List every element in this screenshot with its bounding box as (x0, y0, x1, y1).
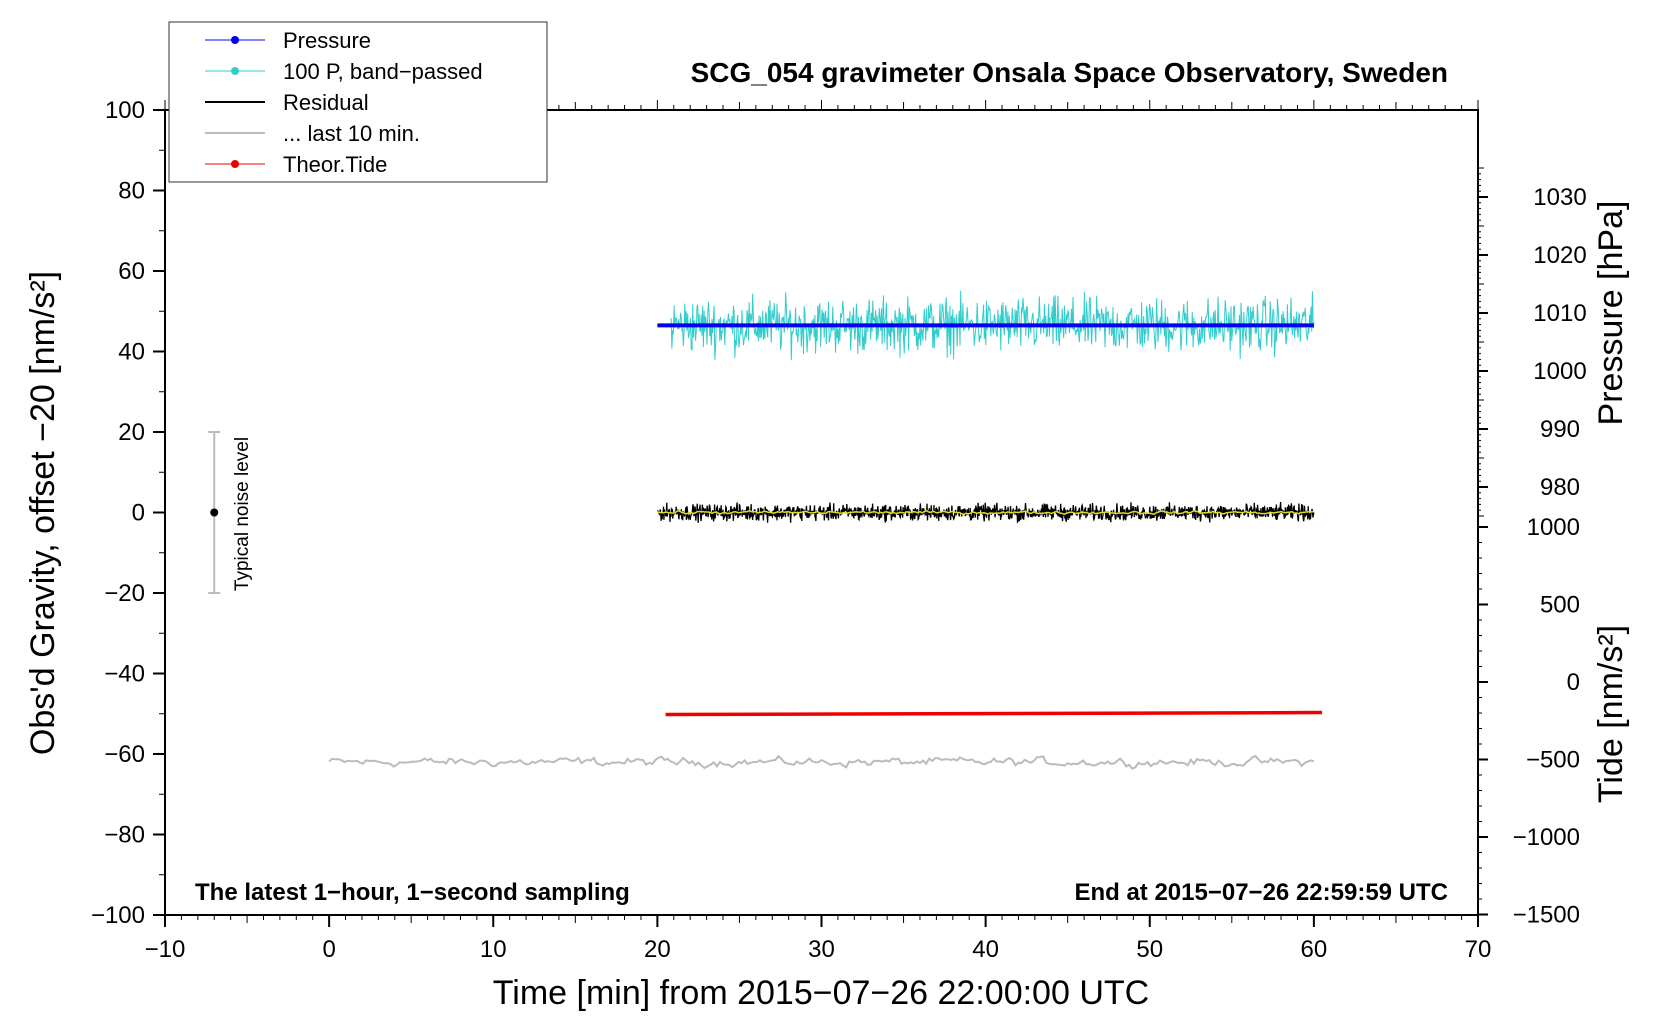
y-tick-label: −100 (91, 902, 145, 929)
series-residual-line (656, 501, 1315, 524)
pressure-tick-label: 980 (1540, 474, 1580, 501)
pressure-tick-label: 1010 (1533, 300, 1586, 327)
pressure-axis-title: Pressure [hPa] (1592, 201, 1630, 426)
x-tick-label: 10 (480, 936, 507, 963)
noise-label: Typical noise level (232, 437, 253, 591)
x-tick-label: 50 (1136, 936, 1163, 963)
series-layer (328, 290, 1323, 770)
y-tick-label: −40 (104, 661, 145, 688)
series-last10-line (328, 754, 1315, 770)
x-tick-label: 30 (808, 936, 835, 963)
x-axis-title: Time [min] from 2015−07−26 22:00:00 UTC (493, 974, 1149, 1012)
y-tick-label: −20 (104, 580, 145, 607)
tide-tick-label: −500 (1526, 747, 1580, 774)
annotation-right: End at 2015−07−26 22:59:59 UTC (1074, 879, 1448, 906)
y-tick-label: −80 (104, 822, 145, 849)
x-tick-label: 0 (322, 936, 335, 963)
legend-label-last10: ... last 10 min. (283, 121, 420, 146)
pressure-tick-label: 1030 (1533, 184, 1586, 211)
legend-item-pressure: Pressure (205, 28, 371, 53)
tide-tick-label: 500 (1540, 592, 1580, 619)
y-tick-label: 0 (132, 500, 145, 527)
y-tick-label: −60 (104, 741, 145, 768)
x-tick-label: −10 (145, 936, 186, 963)
tide-tick-label: −1000 (1513, 824, 1580, 851)
series-residual-smoothed-line (657, 509, 1315, 516)
tide-axis: 1000 500 0 −500 −1000 −1500 (1478, 514, 1580, 929)
chart-title: SCG_054 gravimeter Onsala Space Observat… (691, 57, 1448, 88)
legend-label-tide: Theor.Tide (283, 152, 387, 177)
tide-axis-title: Tide [nm/s²] (1592, 625, 1630, 803)
x-tick-label: 60 (1301, 936, 1328, 963)
x-tick-label: 20 (644, 936, 671, 963)
legend-item-bandpassed: 100 P, band−passed (205, 59, 483, 84)
legend-item-last10: ... last 10 min. (205, 121, 420, 146)
legend: Pressure 100 P, band−passed Residual ...… (168, 21, 548, 183)
y-axis-title: Obs'd Gravity, offset −20 [nm/s²] (24, 271, 62, 755)
legend-label-pressure: Pressure (283, 28, 371, 53)
x-tick-label: 70 (1465, 936, 1492, 963)
x-axis: −10 0 10 20 30 40 50 60 70 (145, 100, 1492, 963)
legend-item-tide: Theor.Tide (205, 152, 387, 177)
legend-label-bandpassed: 100 P, band−passed (283, 59, 483, 84)
tide-tick-label: 0 (1567, 669, 1580, 696)
x-tick-label: 40 (972, 936, 999, 963)
noise-center-point (210, 508, 219, 517)
y-tick-label: 100 (105, 97, 145, 124)
noise-indicator (208, 431, 221, 594)
tide-tick-label: −1500 (1513, 902, 1580, 929)
y-tick-label: 40 (118, 339, 145, 366)
annotation-left: The latest 1−hour, 1−second sampling (195, 879, 630, 906)
y-tick-label: 20 (118, 419, 145, 446)
series-tide-line (665, 710, 1323, 717)
pressure-tick-label: 1000 (1533, 358, 1586, 385)
legend-label-residual: Residual (283, 90, 369, 115)
y-axis: 100 80 60 40 20 0 −20 −40 −60 −80 −100 (91, 97, 165, 929)
pressure-axis: 1030 1020 1010 1000 990 980 (1478, 167, 1587, 517)
y-tick-label: 80 (118, 178, 145, 205)
y-tick-label: 60 (118, 258, 145, 285)
tide-tick-label: 1000 (1527, 514, 1580, 541)
pressure-tick-label: 990 (1540, 416, 1580, 443)
pressure-tick-label: 1020 (1533, 242, 1586, 269)
legend-item-residual: Residual (205, 90, 369, 115)
